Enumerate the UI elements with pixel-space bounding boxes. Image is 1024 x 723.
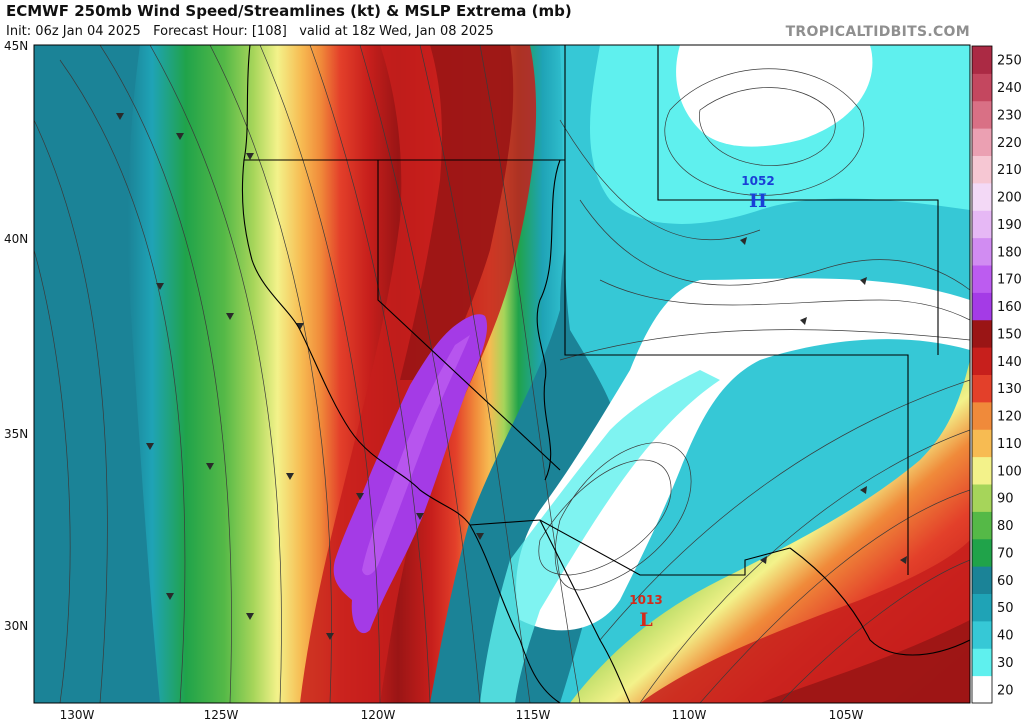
- colorbar-swatch: [972, 237, 992, 266]
- colorbar-label: 50: [997, 601, 1014, 616]
- colorbar-swatch: [972, 456, 992, 485]
- colorbar-swatch: [972, 374, 992, 403]
- colorbar-label: 70: [997, 546, 1014, 561]
- colorbar-swatch: [972, 648, 992, 677]
- colorbar-label: 80: [997, 519, 1014, 534]
- colorbar-label: 150: [997, 327, 1022, 342]
- lon-label-105: 105W: [829, 708, 864, 722]
- colorbar-swatch: [972, 401, 992, 430]
- high-pressure-calm: [676, 45, 873, 147]
- colorbar-swatch: [972, 593, 992, 622]
- colorbar: 20 30 40 50 60 70 80 90 100 110 120 130 140 150 160 170…: [971, 45, 1022, 704]
- colorbar-label: 100: [997, 464, 1022, 479]
- colorbar-label: 30: [997, 656, 1014, 671]
- baja-coast: [469, 524, 561, 703]
- colorbar-label: 170: [997, 273, 1022, 288]
- colorbar-swatch: [972, 73, 992, 102]
- longitude-labels: 130W 125W 120W 115W 110W 105W: [60, 708, 864, 722]
- lon-label-130: 130W: [60, 708, 95, 722]
- colorbar-swatch: [972, 538, 992, 567]
- colorbar-label: 20: [997, 683, 1014, 698]
- colorbar-label: 230: [997, 108, 1022, 123]
- lon-label-110: 110W: [672, 708, 707, 722]
- mexico-coast: [539, 519, 631, 703]
- colorbar-swatch: [972, 46, 992, 74]
- colorbar-label: 190: [997, 218, 1022, 233]
- colorbar-swatch: [972, 265, 992, 293]
- colorbar-label: 120: [997, 410, 1022, 425]
- colorbar-swatch: [972, 182, 992, 211]
- colorbar-swatch: [972, 347, 992, 375]
- colorbar-label: 130: [997, 382, 1022, 397]
- colorbar-label: 60: [997, 574, 1014, 589]
- colorbar-label: 200: [997, 191, 1022, 206]
- colorbar-swatch: [972, 511, 992, 540]
- colorbar-swatch: [972, 620, 992, 649]
- lat-label-45: 45N: [4, 39, 28, 53]
- high-pressure-value: 1052: [741, 174, 774, 188]
- lat-label-30: 30N: [4, 619, 28, 633]
- colorbar-label: 160: [997, 300, 1022, 315]
- colorbar-label: 250: [997, 54, 1022, 69]
- lon-label-125: 125W: [204, 708, 239, 722]
- colorbar-swatch: [972, 100, 992, 129]
- colorbar-swatch: [972, 429, 992, 458]
- low-pressure-letter: L: [639, 609, 652, 631]
- colorbar-label: 140: [997, 355, 1022, 370]
- colorbar-label: 220: [997, 136, 1022, 151]
- colorbar-label: 40: [997, 629, 1014, 644]
- colorbar-swatch: [972, 292, 992, 321]
- latitude-labels: 45N 40N 35N 30N: [4, 39, 28, 633]
- colorbar-swatch: [972, 484, 992, 512]
- lat-label-35: 35N: [4, 427, 28, 441]
- colorbar-label: 240: [997, 81, 1022, 96]
- low-pressure-value: 1013: [629, 593, 662, 607]
- colorbar-label: 210: [997, 163, 1022, 178]
- colorbar-swatch: [972, 155, 992, 184]
- lat-label-40: 40N: [4, 232, 28, 246]
- map-title: ECMWF 250mb Wind Speed/Streamlines (kt) …: [6, 2, 572, 20]
- map-field: [34, 45, 970, 703]
- brand-watermark: TROPICALTIDBITS.COM: [785, 24, 970, 40]
- high-pressure-letter: H: [749, 190, 767, 212]
- colorbar-swatch: [972, 675, 992, 704]
- colorbar-swatch: [972, 566, 992, 594]
- political-borders: [241, 45, 970, 703]
- colorbar-label: 180: [997, 245, 1022, 260]
- colorbar-swatch: [972, 210, 992, 239]
- map-frame: [33, 44, 971, 704]
- colorbar-swatch: [972, 319, 992, 348]
- colorbar-label: 90: [997, 492, 1014, 507]
- nevada-ca-border: [377, 160, 561, 471]
- colorbar-label: 110: [997, 437, 1022, 452]
- colorbar-swatch: [972, 128, 992, 156]
- high-pressure-marker: 1052 H: [741, 174, 774, 212]
- low-pressure-marker: 1013 L: [629, 593, 662, 631]
- map-subtitle: Init: 06z Jan 04 2025 Forecast Hour: [10…: [6, 24, 494, 39]
- lon-label-115: 115W: [516, 708, 551, 722]
- lon-label-120: 120W: [361, 708, 396, 722]
- streamline-arrows: [116, 113, 907, 640]
- colorbar-frame: [971, 45, 993, 704]
